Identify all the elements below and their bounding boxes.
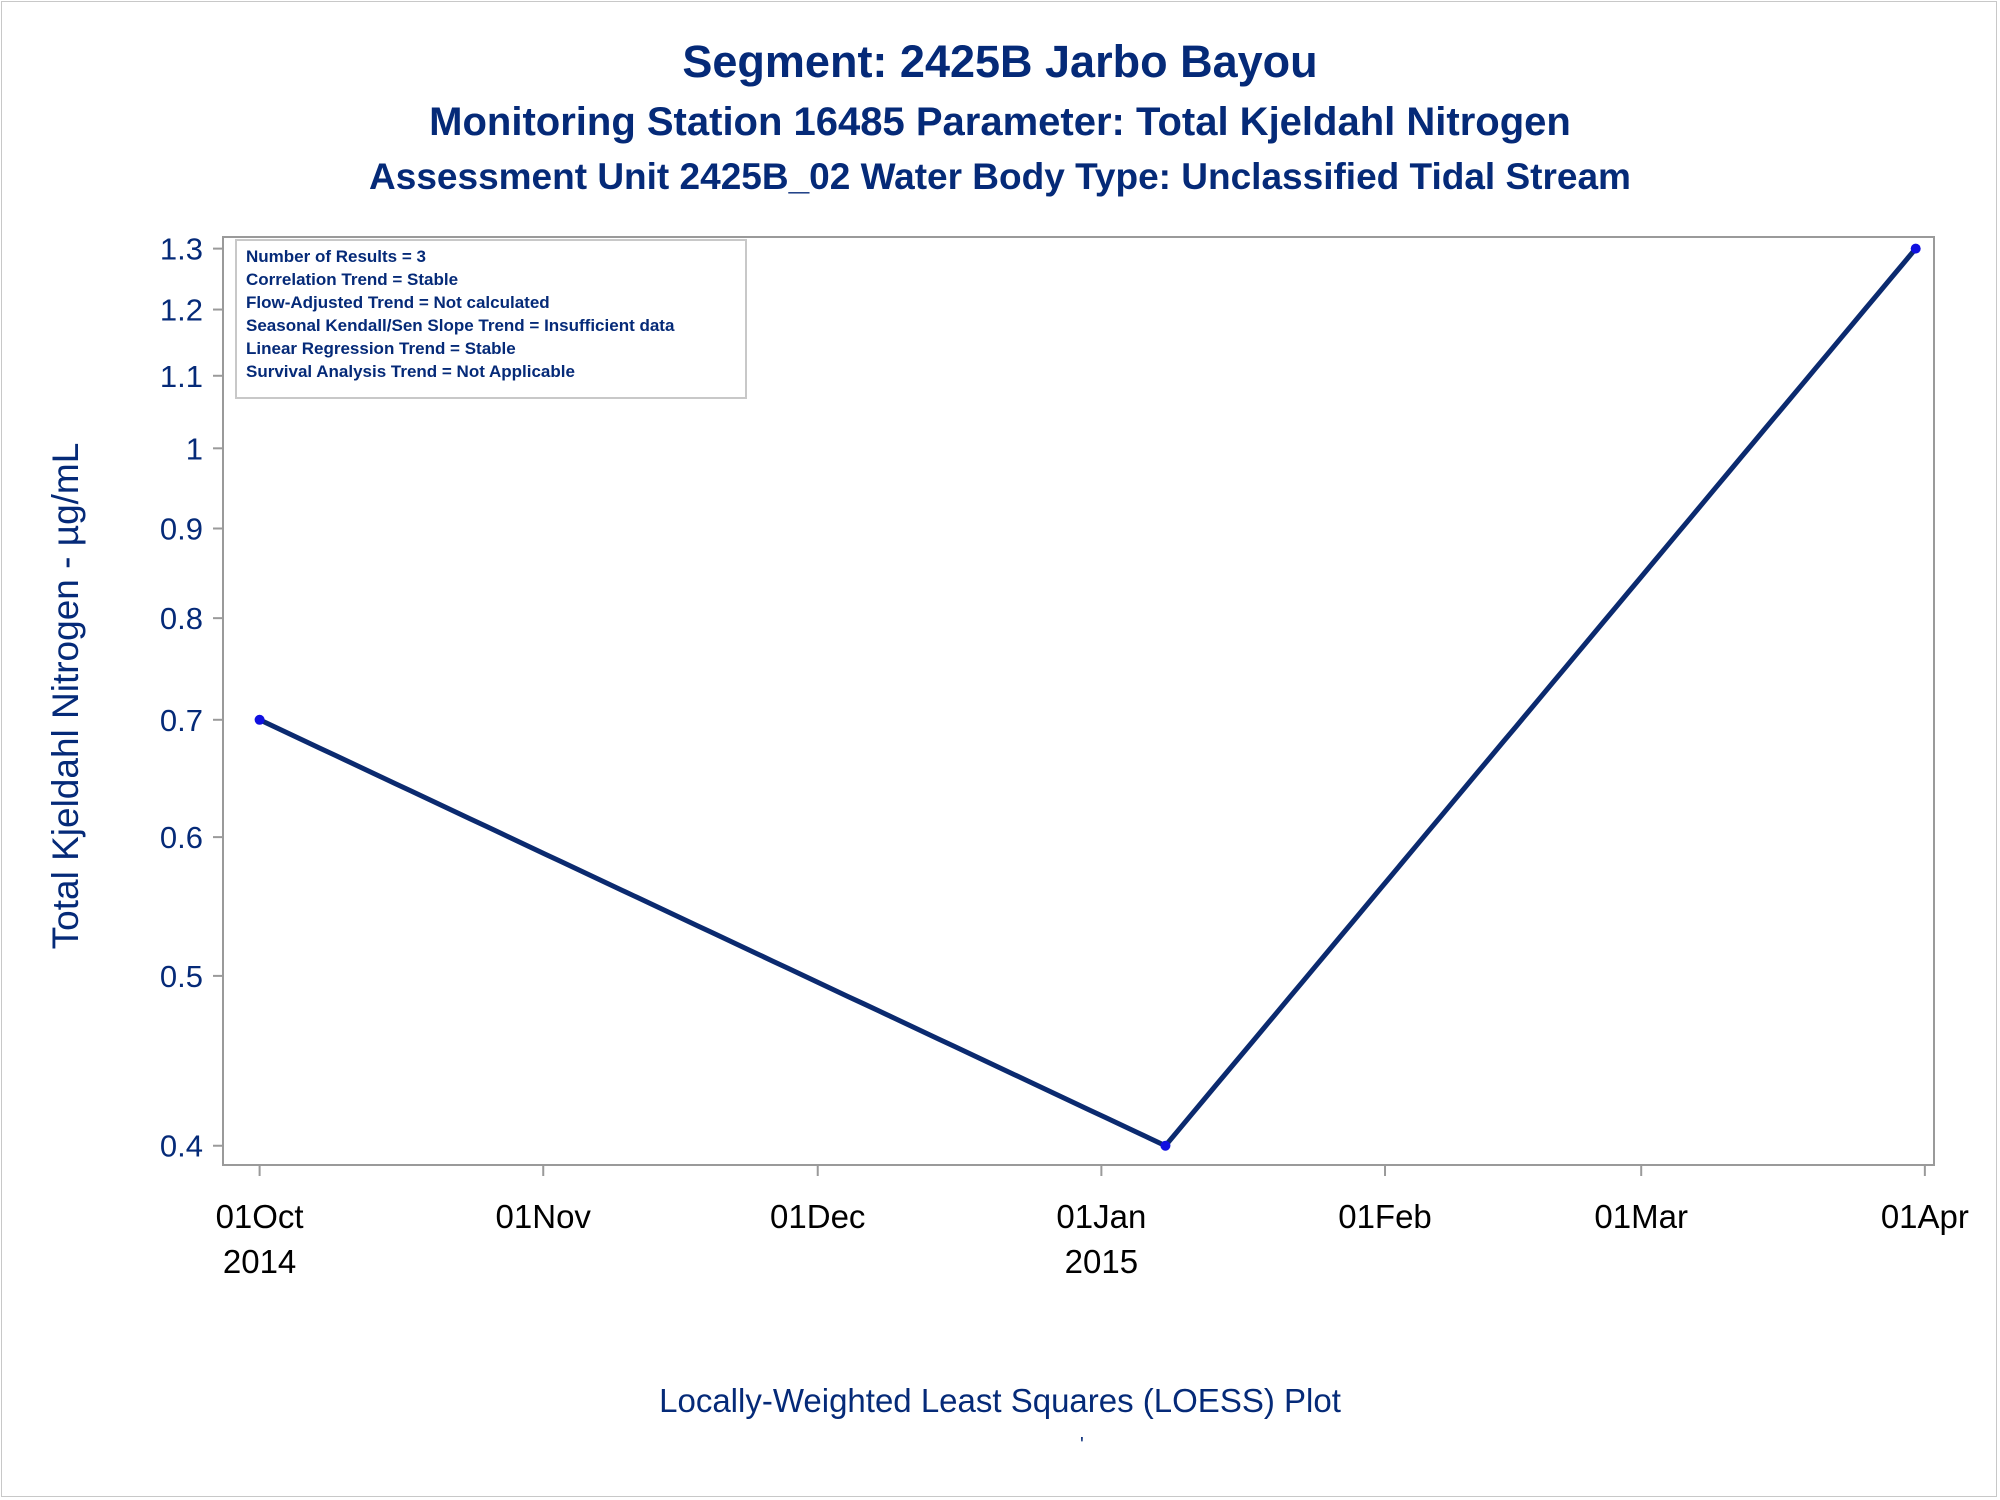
x-tick-label: 01Feb	[1338, 1198, 1432, 1235]
x-tick-label: 01Apr	[1881, 1198, 1969, 1235]
stats-line: Number of Results = 3	[246, 247, 426, 266]
data-point	[1910, 243, 1921, 254]
stats-line: Correlation Trend = Stable	[246, 270, 458, 289]
x-tick-year-label: 2015	[1065, 1243, 1138, 1280]
x-tick-label: 01Mar	[1594, 1198, 1688, 1235]
plot-method-note: Locally-Weighted Least Squares (LOESS) P…	[659, 1382, 1341, 1419]
y-tick-label: 0.5	[160, 959, 203, 994]
stats-line: Survival Analysis Trend = Not Applicable	[246, 362, 575, 381]
y-tick-label: 1.2	[160, 293, 203, 328]
x-tick-label: 01Jan	[1056, 1198, 1146, 1235]
x-tick-label: 01Nov	[496, 1198, 592, 1235]
chart-subtitle-assessment: Assessment Unit 2425B_02 Water Body Type…	[369, 156, 1631, 197]
stats-line: Flow-Adjusted Trend = Not calculated	[246, 293, 550, 312]
data-point	[1160, 1140, 1171, 1151]
stats-box-border	[235, 239, 747, 399]
stats-line: Seasonal Kendall/Sen Slope Trend = Insuf…	[246, 316, 675, 335]
y-tick-label: 0.9	[160, 512, 203, 547]
stats-line: Linear Regression Trend = Stable	[246, 339, 516, 358]
y-tick-label: 1.3	[160, 232, 203, 267]
chart-subtitle-station: Monitoring Station 16485 Parameter: Tota…	[429, 100, 1571, 144]
y-tick-label: 0.4	[160, 1129, 203, 1164]
x-tick-label: 01Oct	[216, 1198, 304, 1235]
y-tick-label: 1	[186, 431, 203, 466]
x-tick-label: 01Dec	[770, 1198, 865, 1235]
y-tick-label: 1.1	[160, 359, 203, 394]
footer-mark: '	[1080, 1434, 1084, 1456]
x-tick-year-label: 2014	[223, 1243, 296, 1280]
y-tick-label: 0.7	[160, 703, 203, 738]
series-layer	[254, 243, 1921, 1151]
stats-box: Number of Results = 3 Correlation Trend =…	[235, 239, 747, 399]
data-point	[254, 714, 265, 725]
chart-title: Segment: 2425B Jarbo Bayou	[682, 36, 1318, 87]
axes-layer: 0.4 0.5 0.6 0.7 0.8 0.9 1 1.1 1.2 1.3 01Oct 2014 01N…	[45, 232, 1969, 1280]
y-tick-label: 0.6	[160, 820, 203, 855]
y-axis-label: Total Kjeldahl Nitrogen - µg/mL	[45, 443, 86, 950]
y-tick-label: 0.8	[160, 601, 203, 636]
plot-area-border	[222, 236, 1935, 1166]
